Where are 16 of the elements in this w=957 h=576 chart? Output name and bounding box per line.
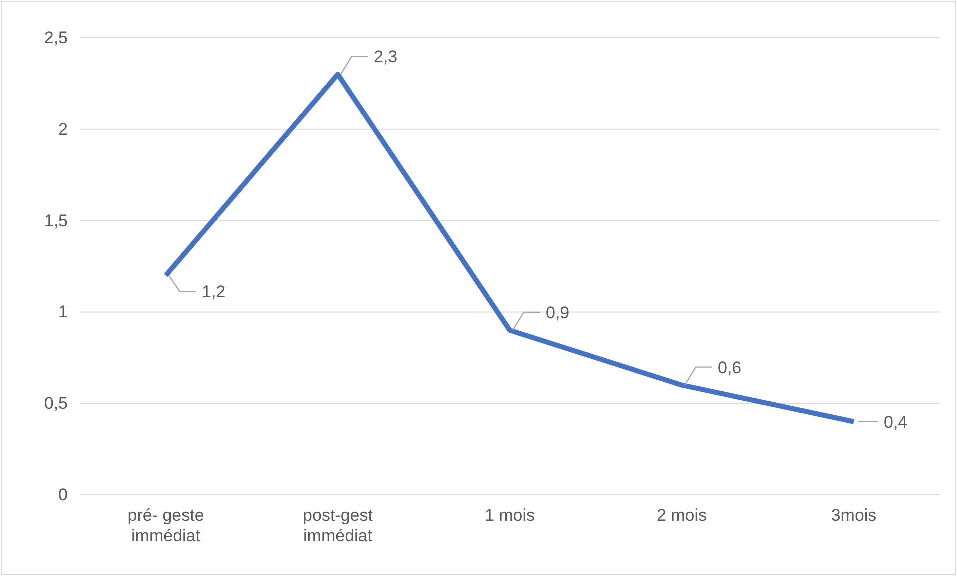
- y-tick-label: 2,5: [44, 28, 68, 48]
- text: 0,4: [884, 412, 908, 432]
- text: 1,2: [202, 282, 226, 302]
- y-tick-label: 2: [58, 120, 68, 139]
- text: 2,3: [374, 48, 398, 67]
- x-tick-label: 1 mois: [484, 506, 536, 526]
- x-tick-label: 2 mois: [656, 506, 708, 526]
- x-tick-label: 3mois: [831, 506, 877, 526]
- y-tick-label: 1,5: [44, 211, 68, 230]
- y-tick-label: 0,5: [44, 394, 68, 414]
- y-tick-label: 1: [58, 302, 68, 322]
- text: 0,9: [546, 303, 570, 322]
- x-tick-label: pré- geste immédiat: [128, 506, 204, 546]
- x-tick-label: post-gest immédiat: [303, 506, 374, 546]
- y-tick-label: 0: [58, 485, 68, 504]
- text: 0,6: [718, 358, 742, 378]
